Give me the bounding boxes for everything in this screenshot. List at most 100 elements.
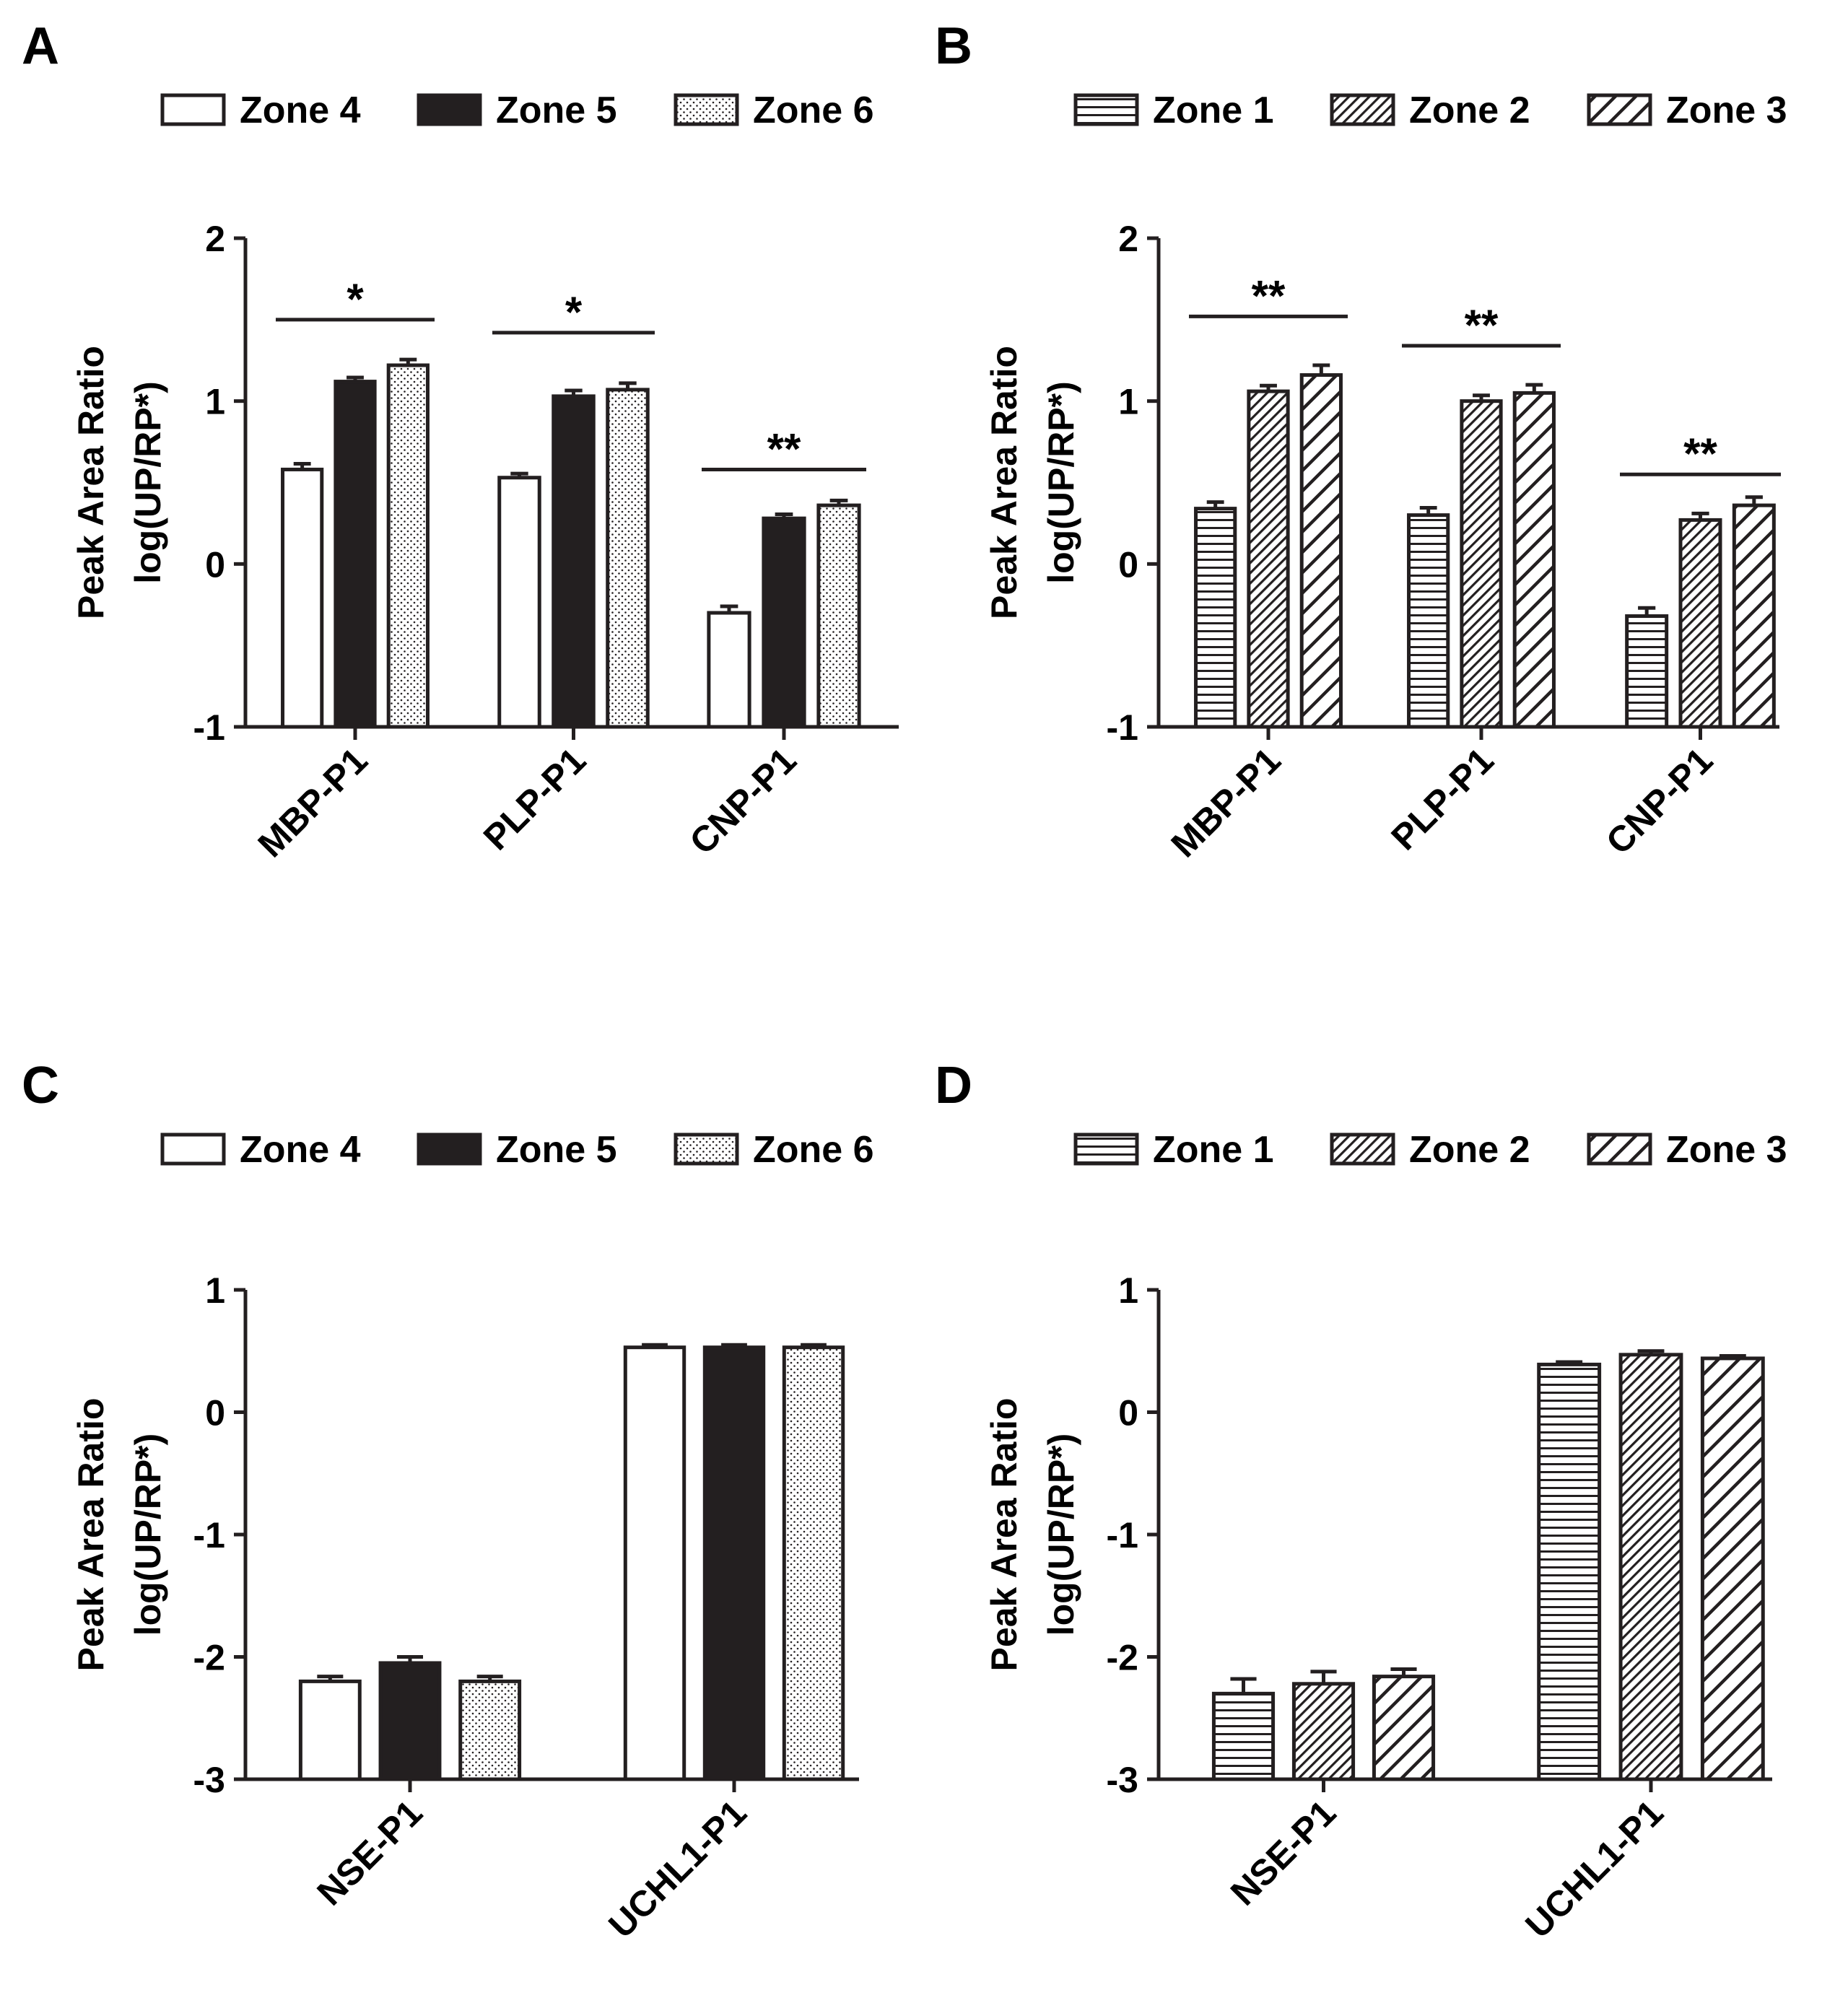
bar (1299, 373, 1343, 729)
panel-label: C (22, 1057, 59, 1114)
bar (1372, 1675, 1436, 1781)
y-tick-label: 2 (205, 219, 225, 259)
significance-marker: * (565, 288, 583, 336)
y-tick-label: 0 (205, 544, 225, 585)
legend-label: Zone 5 (496, 90, 617, 131)
bar (1247, 389, 1290, 729)
panel-label: D (935, 1057, 972, 1114)
panel-label: B (935, 17, 972, 75)
significance-marker: ** (1465, 301, 1499, 349)
panel-b: B Zone 1 Zone 2 Zone 3 -1 0 1 2 Peak Area Ratio l… (935, 17, 1787, 865)
legend-label: Zone 1 (1153, 1129, 1274, 1171)
y-tick-label: 0 (1118, 1393, 1138, 1433)
panel-label: A (22, 17, 59, 75)
x-tick-label: NSE-P1 (1223, 1792, 1343, 1913)
legend-label: Zone 5 (496, 1129, 617, 1171)
legend-label: Zone 3 (1666, 90, 1787, 131)
bar (1194, 507, 1237, 729)
legend-label: Zone 1 (1153, 90, 1274, 131)
bar (762, 516, 806, 729)
panel-a: A Zone 4 Zone 5 Zone 6 -1 0 1 2 Peak Area Ratio l… (22, 17, 899, 865)
y-tick-label: 1 (205, 382, 225, 422)
y-axis-title-line1: Peak Area Ratio (984, 346, 1024, 619)
y-tick-label: 1 (1118, 382, 1138, 422)
bar (1625, 614, 1669, 729)
legend-label: Zone 2 (1409, 90, 1530, 131)
bar (281, 467, 324, 729)
legend-label: Zone 6 (753, 90, 874, 131)
legend-label: Zone 4 (240, 1129, 361, 1171)
bar (816, 503, 861, 729)
bar (497, 476, 541, 729)
x-tick-label: PLP-P1 (1383, 740, 1501, 858)
y-axis-title-line2: log(UP/RP*) (128, 1433, 168, 1636)
bar (298, 1679, 362, 1781)
y-tick-label: -3 (193, 1760, 225, 1800)
y-tick-label: -2 (193, 1638, 225, 1678)
y-tick-label: -1 (1107, 1515, 1138, 1555)
y-tick-label: -3 (1107, 1760, 1138, 1800)
legend-swatch (1330, 1133, 1395, 1166)
legend-swatch (1587, 93, 1652, 126)
bar (1460, 399, 1503, 729)
legend-swatch (674, 93, 739, 126)
bar (1512, 390, 1556, 729)
legend-swatch (160, 1133, 226, 1166)
bar (1211, 1691, 1276, 1781)
legend-swatch (1330, 93, 1395, 126)
x-tick-label: CNP-P1 (1598, 740, 1720, 862)
panel-c: C Zone 4 Zone 5 Zone 6 -3 -2 -1 0 1 Peak Area Rat… (22, 1057, 874, 1946)
bar (1618, 1353, 1683, 1781)
bar (606, 388, 650, 729)
x-tick-label: UCHL1-P1 (1517, 1792, 1670, 1945)
legend-label: Zone 4 (240, 90, 361, 131)
y-tick-label: 2 (1118, 219, 1138, 259)
y-tick-label: 0 (205, 1393, 225, 1433)
bar (386, 363, 430, 729)
bar (334, 380, 377, 729)
bar (1732, 503, 1776, 729)
bar (702, 1345, 766, 1781)
legend-label: Zone 2 (1409, 1129, 1530, 1171)
x-tick-label: MBP-P1 (250, 740, 375, 865)
y-axis-title-line2: log(UP/RP*) (1041, 381, 1081, 584)
legend-swatch (1073, 1133, 1139, 1166)
x-tick-label: UCHL1-P1 (601, 1792, 754, 1945)
bar (1407, 513, 1450, 729)
y-tick-label: -2 (1107, 1638, 1138, 1678)
x-tick-label: CNP-P1 (682, 740, 804, 862)
y-axis-title-line1: Peak Area Ratio (71, 1398, 111, 1672)
significance-marker: ** (767, 424, 801, 473)
bar (1537, 1362, 1602, 1781)
x-tick-label: PLP-P1 (476, 740, 593, 858)
y-axis-title-line2: log(UP/RP*) (1041, 1433, 1081, 1636)
x-tick-label: MBP-P1 (1164, 740, 1289, 865)
y-tick-label: 0 (1118, 544, 1138, 585)
y-axis-title-line1: Peak Area Ratio (984, 1398, 1024, 1672)
bar (623, 1345, 687, 1781)
y-tick-label: -1 (1107, 707, 1138, 748)
y-tick-label: 1 (1118, 1270, 1138, 1311)
bar (1700, 1356, 1765, 1781)
y-axis-title-line1: Peak Area Ratio (71, 346, 111, 619)
bar (458, 1679, 522, 1781)
legend-swatch (1073, 93, 1139, 126)
bar (707, 611, 751, 729)
significance-marker: * (346, 275, 364, 323)
y-tick-label: -1 (193, 707, 225, 748)
legend-swatch (160, 93, 226, 126)
bar (378, 1661, 442, 1781)
x-tick-label: NSE-P1 (309, 1792, 430, 1913)
significance-marker: ** (1252, 271, 1286, 320)
panel-d: D Zone 1 Zone 2 Zone 3 -3 -2 -1 0 1 Peak Area Rat… (935, 1057, 1787, 1946)
legend-swatch (1587, 1133, 1652, 1166)
y-tick-label: 1 (205, 1270, 225, 1311)
significance-marker: ** (1683, 429, 1717, 478)
legend-swatch (417, 1133, 482, 1166)
bar (782, 1345, 845, 1781)
legend-label: Zone 3 (1666, 1129, 1787, 1171)
bar (1678, 518, 1722, 729)
bar (552, 394, 596, 729)
legend-swatch (417, 93, 482, 126)
